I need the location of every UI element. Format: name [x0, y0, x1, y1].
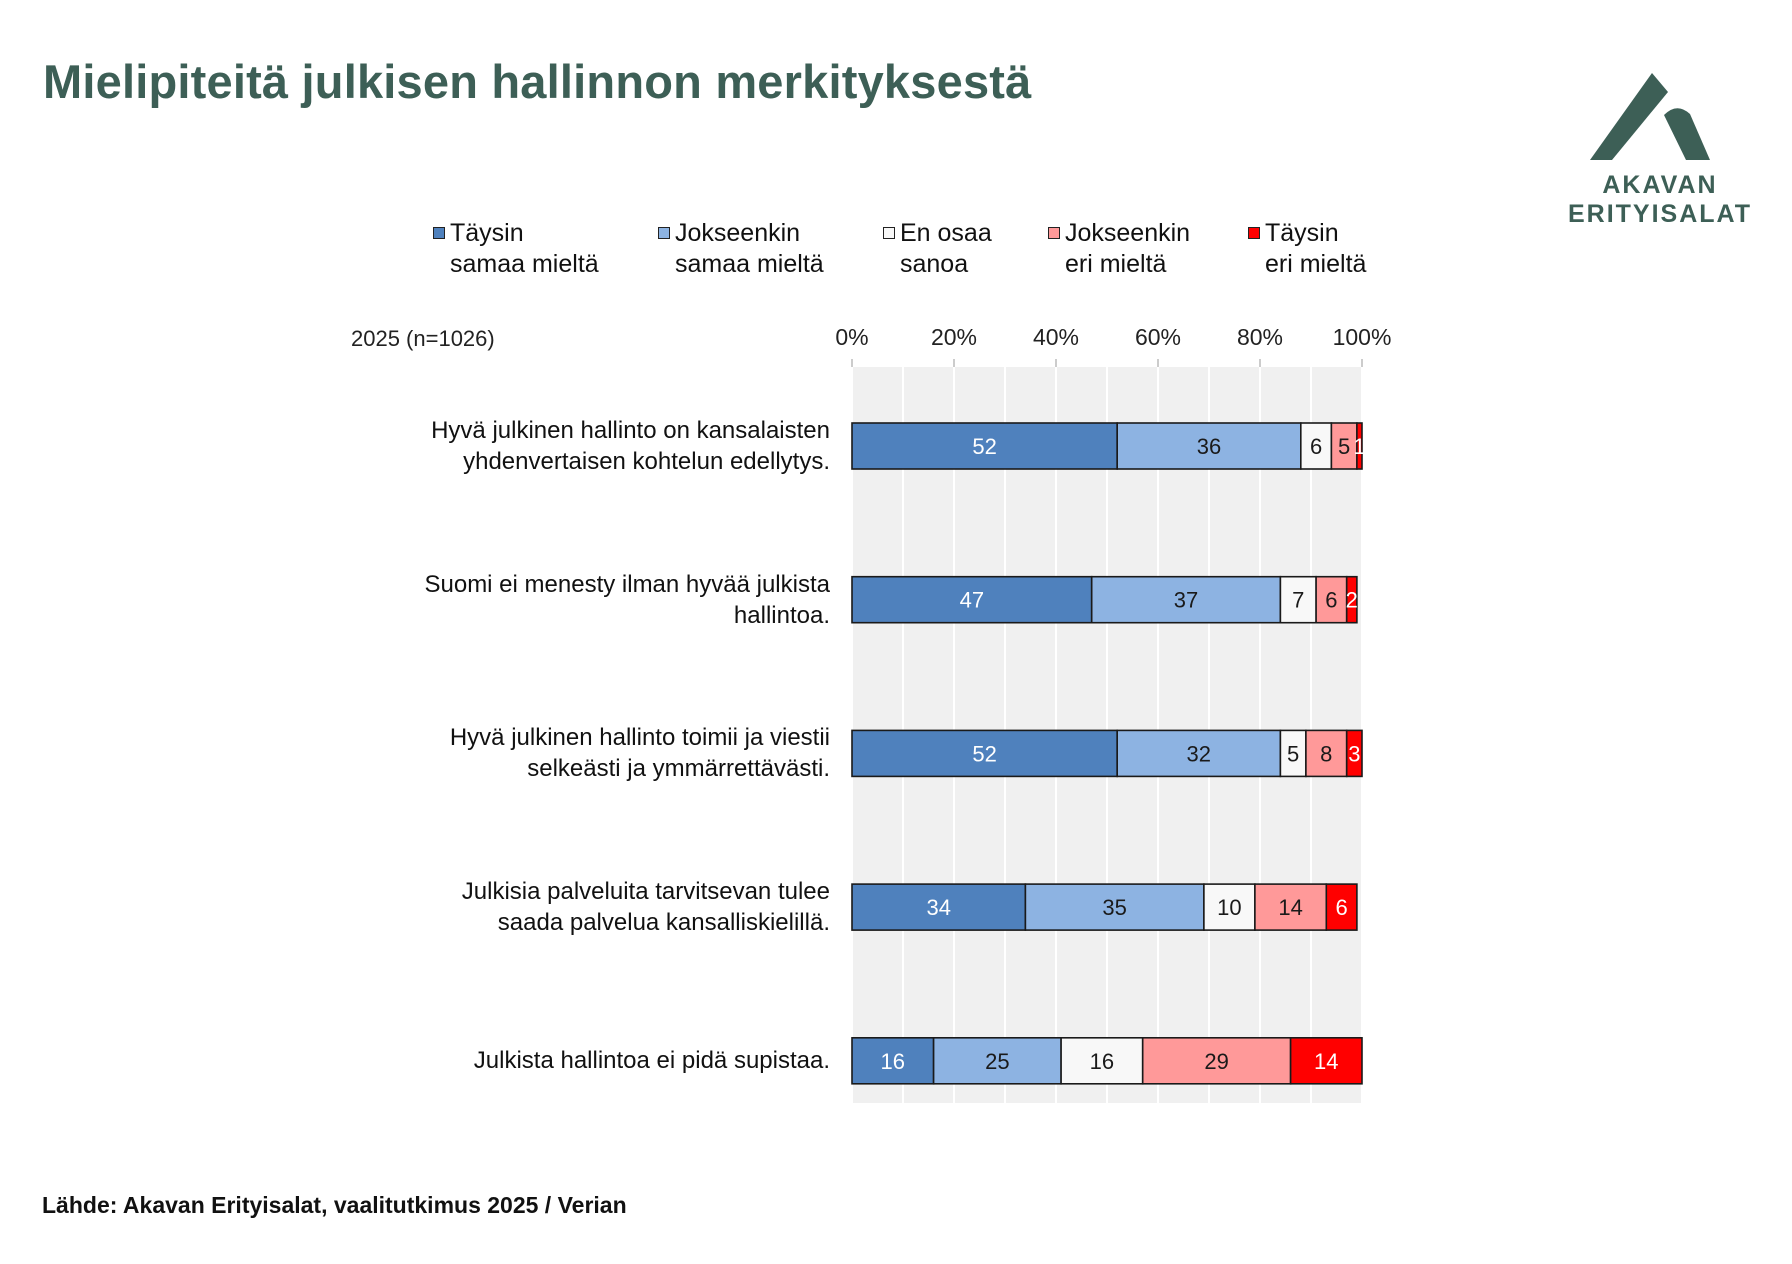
category-label: Hyvä julkinen hallinto on kansalaisten yh… [330, 415, 830, 477]
bar-value-label: 16 [1090, 1049, 1114, 1074]
category-label: Suomi ei menesty ilman hyvää julkista hal… [330, 569, 830, 631]
bar-value-label: 3 [1348, 741, 1360, 766]
legend-label: Jokseenkin samaa mieltä [675, 219, 824, 278]
x-tick-label: 0% [835, 324, 869, 350]
akavan-erityisalat-logo-icon [1590, 73, 1710, 160]
category-label-line: Julkisia palveluita tarvitsevan tulee [461, 878, 830, 906]
legend-swatch [883, 227, 895, 239]
logo-text-line2: ERITYISALAT [1567, 200, 1753, 228]
bar-value-label: 52 [972, 434, 996, 459]
category-label: Hyvä julkinen hallinto toimii ja viestii… [330, 722, 830, 784]
bar-segment [1356, 422, 1363, 470]
category-label-line: Hyvä julkinen hallinto toimii ja viestii [449, 724, 830, 752]
bar-segment [1254, 883, 1328, 931]
bar-segment [1330, 422, 1358, 470]
bar-segment [1116, 422, 1302, 470]
source-note: Lähde: Akavan Erityisalat, vaalitutkimus… [42, 1192, 627, 1218]
bar-value-label: 14 [1314, 1049, 1338, 1074]
x-tick-label: 80% [1236, 324, 1284, 350]
bar-segment [1345, 575, 1358, 624]
category-label-line: selkeästi ja ymmärrettävästi. [527, 755, 830, 783]
bar-row: 52 36 6 5 1 [851, 422, 1366, 470]
bar-segment [1289, 1037, 1363, 1085]
bar-value-label: 29 [1204, 1049, 1228, 1074]
legend-swatch [1248, 227, 1260, 239]
category-label: Julkista hallintoa ei pidä supistaa. [330, 1045, 830, 1076]
bar-value-label: 6 [1310, 434, 1322, 459]
bar-value-label: 8 [1320, 741, 1332, 766]
chart-legend: Täysin samaa mieltä Jokseenkin samaa mie… [430, 218, 1410, 282]
bar-row: 34 35 10 14 6 [851, 883, 1358, 931]
legend-swatch [658, 227, 670, 239]
logo-text-line1: AKAVAN [1602, 171, 1718, 199]
bar-value-label: 10 [1217, 895, 1241, 920]
x-tick-label: 40% [1032, 324, 1080, 350]
bar-row: 16 25 16 29 14 [851, 1037, 1363, 1085]
bar-value-label: 6 [1325, 588, 1337, 613]
bar-segment [1090, 575, 1282, 624]
legend-label: En osaa sanoa [900, 219, 992, 278]
category-label-line: hallintoa. [733, 601, 830, 629]
bar-value-label: 6 [1335, 895, 1347, 920]
legend-label: Täysin samaa mieltä [450, 219, 599, 278]
bar-segment [1203, 883, 1256, 931]
category-label-line: Julkista hallintoa ei pidä supistaa. [473, 1047, 830, 1075]
category-label: Julkisia palveluita tarvitsevan tulee saa… [330, 876, 830, 938]
category-label-line: yhdenvertaisen kohtelun edellytys. [463, 448, 830, 475]
bar-segment [851, 883, 1027, 931]
category-label-line: Hyvä julkinen hallinto on kansalaisten [431, 417, 830, 444]
legend-swatch [1048, 227, 1060, 239]
bar-value-label: 35 [1102, 895, 1126, 920]
bar-segment [1060, 1037, 1144, 1085]
bar-value-label: 34 [926, 895, 950, 920]
category-label-line: Suomi ei menesty ilman hyvää julkista [424, 570, 830, 598]
category-label-line: saada palvelua kansalliskielillä. [497, 909, 830, 937]
bar-value-label: 52 [972, 741, 996, 766]
bar-value-label: 2 [1346, 588, 1358, 613]
bar-segment [1345, 729, 1363, 778]
bar-segment [1300, 422, 1333, 470]
legend-swatch [433, 227, 445, 239]
x-tick-label: 100% [1332, 324, 1392, 350]
bar-value-label: 37 [1174, 588, 1198, 613]
sample-size-label: 2025 (n=1026) [351, 326, 495, 351]
bar-segment [851, 1037, 935, 1085]
bar-segment [1116, 729, 1282, 778]
bar-segment [1305, 729, 1348, 778]
bar-value-label: 16 [881, 1049, 905, 1074]
bar-value-label: 47 [960, 588, 984, 613]
bar-value-label: 25 [985, 1049, 1009, 1074]
bar-row: 47 37 7 6 2 [851, 575, 1358, 624]
bar-segment [1315, 575, 1348, 624]
x-tick-label: 20% [930, 324, 978, 350]
bar-value-label: 1 [1353, 434, 1365, 459]
bar-segment [1279, 575, 1317, 624]
bar-value-label: 5 [1338, 434, 1350, 459]
bar-segment [1325, 883, 1358, 931]
page-title: Mielipiteitä julkisen hallinnon merkityk… [43, 55, 1032, 108]
bar-value-label: 5 [1287, 741, 1299, 766]
bar-value-label: 32 [1187, 741, 1211, 766]
bar-value-label: 7 [1292, 588, 1304, 613]
bar-segment [851, 729, 1119, 778]
legend-label: Jokseenkin eri mieltä [1065, 219, 1191, 278]
bar-row: 52 32 5 8 3 [851, 729, 1363, 778]
bar-value-label: 36 [1197, 434, 1221, 459]
bar-segment [1141, 1037, 1292, 1085]
bar-segment [1279, 729, 1307, 778]
x-tick-label: 60% [1134, 324, 1182, 350]
legend-label: Täysin eri mieltä [1265, 219, 1367, 278]
bar-value-label: 14 [1278, 895, 1302, 920]
bar-segment [932, 1037, 1062, 1085]
